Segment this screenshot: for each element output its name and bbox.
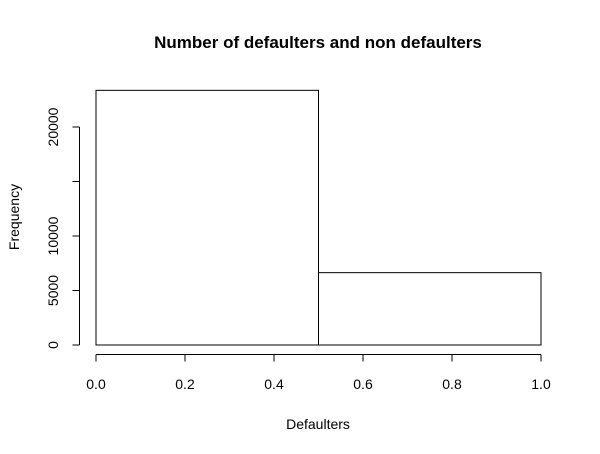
x-tick-label: 0.6: [353, 376, 373, 392]
x-axis: 0.0 0.2 0.4 0.6 0.8 1.0: [86, 354, 551, 392]
y-axis: 0 5000 10000 20000: [45, 107, 80, 349]
x-tick-label: 0.8: [442, 376, 462, 392]
x-tick-label: 1.0: [531, 376, 551, 392]
y-axis-label: Frequency: [6, 184, 22, 250]
x-tick-label: 0.2: [175, 376, 195, 392]
y-tick-label: 5000: [45, 275, 61, 306]
chart-title: Number of defaulters and non defaulters: [154, 33, 482, 52]
histogram-bar-1: [318, 272, 542, 346]
y-tick-label: 10000: [45, 216, 61, 255]
x-axis-label: Defaulters: [286, 416, 350, 432]
histogram-bar-0: [95, 89, 319, 346]
y-tick-label: 20000: [45, 107, 61, 146]
y-tick-label: 0: [45, 341, 61, 349]
bars-group: [95, 89, 542, 346]
x-tick-label: 0.4: [264, 376, 284, 392]
x-tick-label: 0.0: [86, 376, 106, 392]
